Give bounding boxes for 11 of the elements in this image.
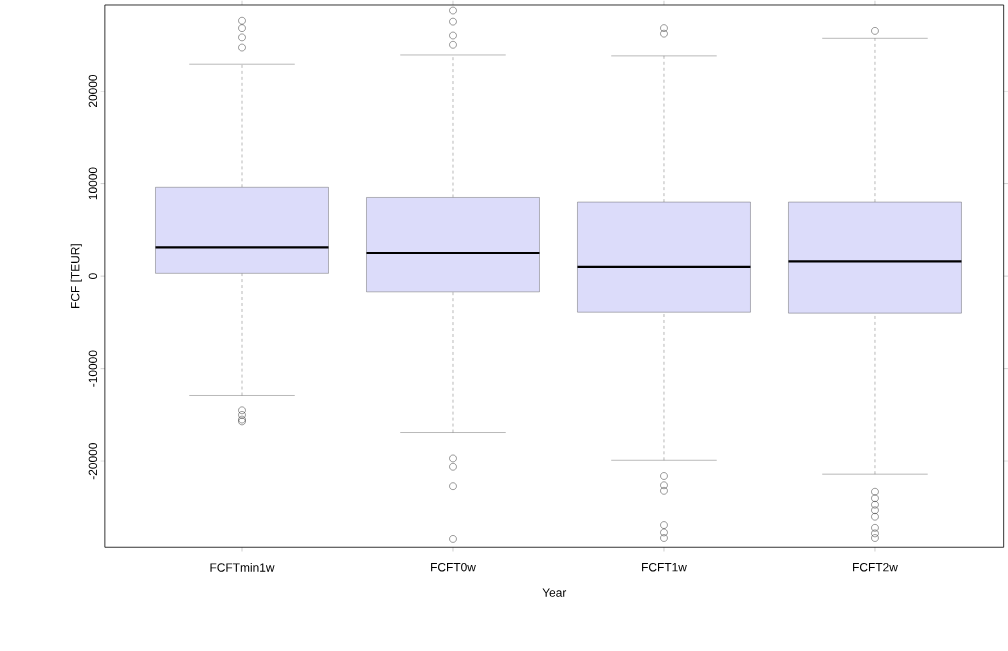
y-axis-title: FCF [TEUR]: [70, 244, 82, 308]
x-tick-label: FCFTmin1w: [210, 562, 275, 572]
y-tick-label: -20000: [88, 443, 98, 480]
x-axis-title: Year: [542, 588, 567, 597]
x-tick-label: FCFT0w: [431, 562, 476, 572]
y-tick-label: 20000: [88, 74, 98, 107]
y-tick-label: -10000: [88, 350, 98, 387]
y-tick-label: 0: [88, 273, 98, 279]
y-tick-label: 10000: [88, 167, 98, 200]
x-tick-label: FCFT2w: [853, 562, 898, 572]
x-tick-label: FCFT1w: [642, 562, 687, 572]
